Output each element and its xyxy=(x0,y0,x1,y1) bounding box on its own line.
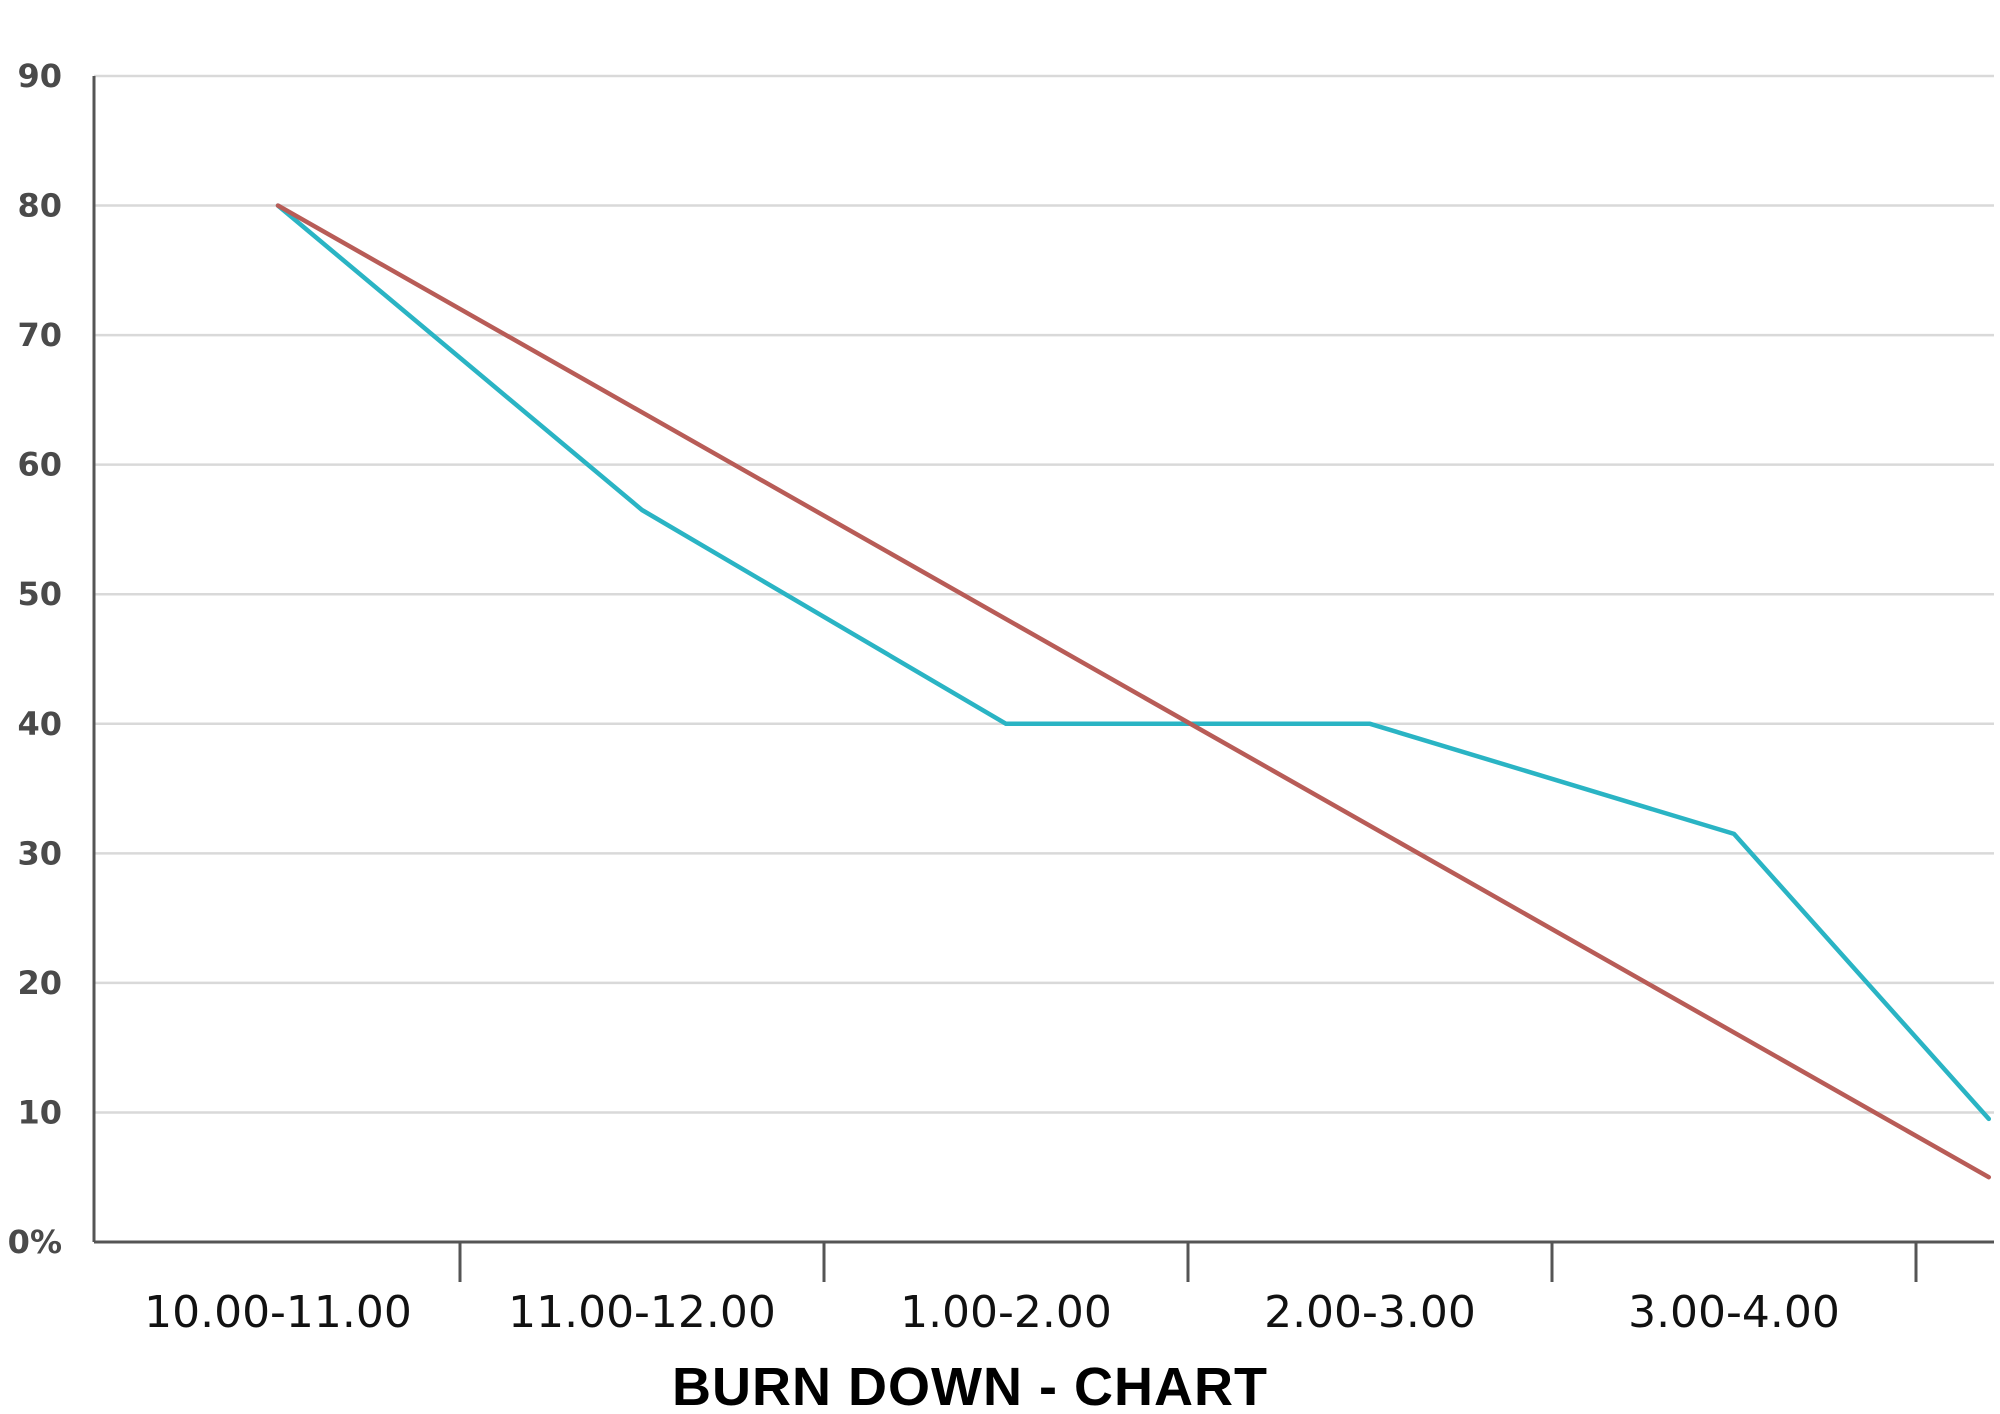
y-tick-label: 30 xyxy=(17,834,62,872)
x-tick-label: 3.00-4.00 xyxy=(1628,1287,1840,1338)
y-tick-label: 60 xyxy=(17,446,62,484)
y-tick-label: 10 xyxy=(17,1093,62,1131)
gridlines xyxy=(94,74,1994,1114)
x-tick-labels: 10.00-11.00 11.00-12.00 1.00-2.00 2.00-3.00… xyxy=(144,1287,1840,1338)
y-tick-labels: 0% 10 20 30 40 50 60 70 80 90 xyxy=(8,57,62,1261)
y-tick-label: 50 xyxy=(17,575,62,613)
y-tick-label: 20 xyxy=(17,964,62,1002)
x-tick-label: 1.00-2.00 xyxy=(900,1287,1112,1338)
chart-title: BURN DOWN - CHART xyxy=(672,1357,1268,1414)
y-tick-label: 40 xyxy=(17,705,62,743)
y-tick-label: 80 xyxy=(17,187,62,225)
series-line-2 xyxy=(275,203,1992,1180)
y-tick-label: 90 xyxy=(17,57,62,95)
x-tick-label: 2.00-3.00 xyxy=(1264,1287,1476,1338)
axes xyxy=(92,76,1994,1282)
y-tick-label: 70 xyxy=(17,316,62,354)
x-tick-label: 10.00-11.00 xyxy=(144,1287,412,1338)
x-tick-label: 11.00-12.00 xyxy=(508,1287,776,1338)
series-lines xyxy=(275,203,1992,1180)
y-tick-label: 0% xyxy=(8,1223,62,1261)
